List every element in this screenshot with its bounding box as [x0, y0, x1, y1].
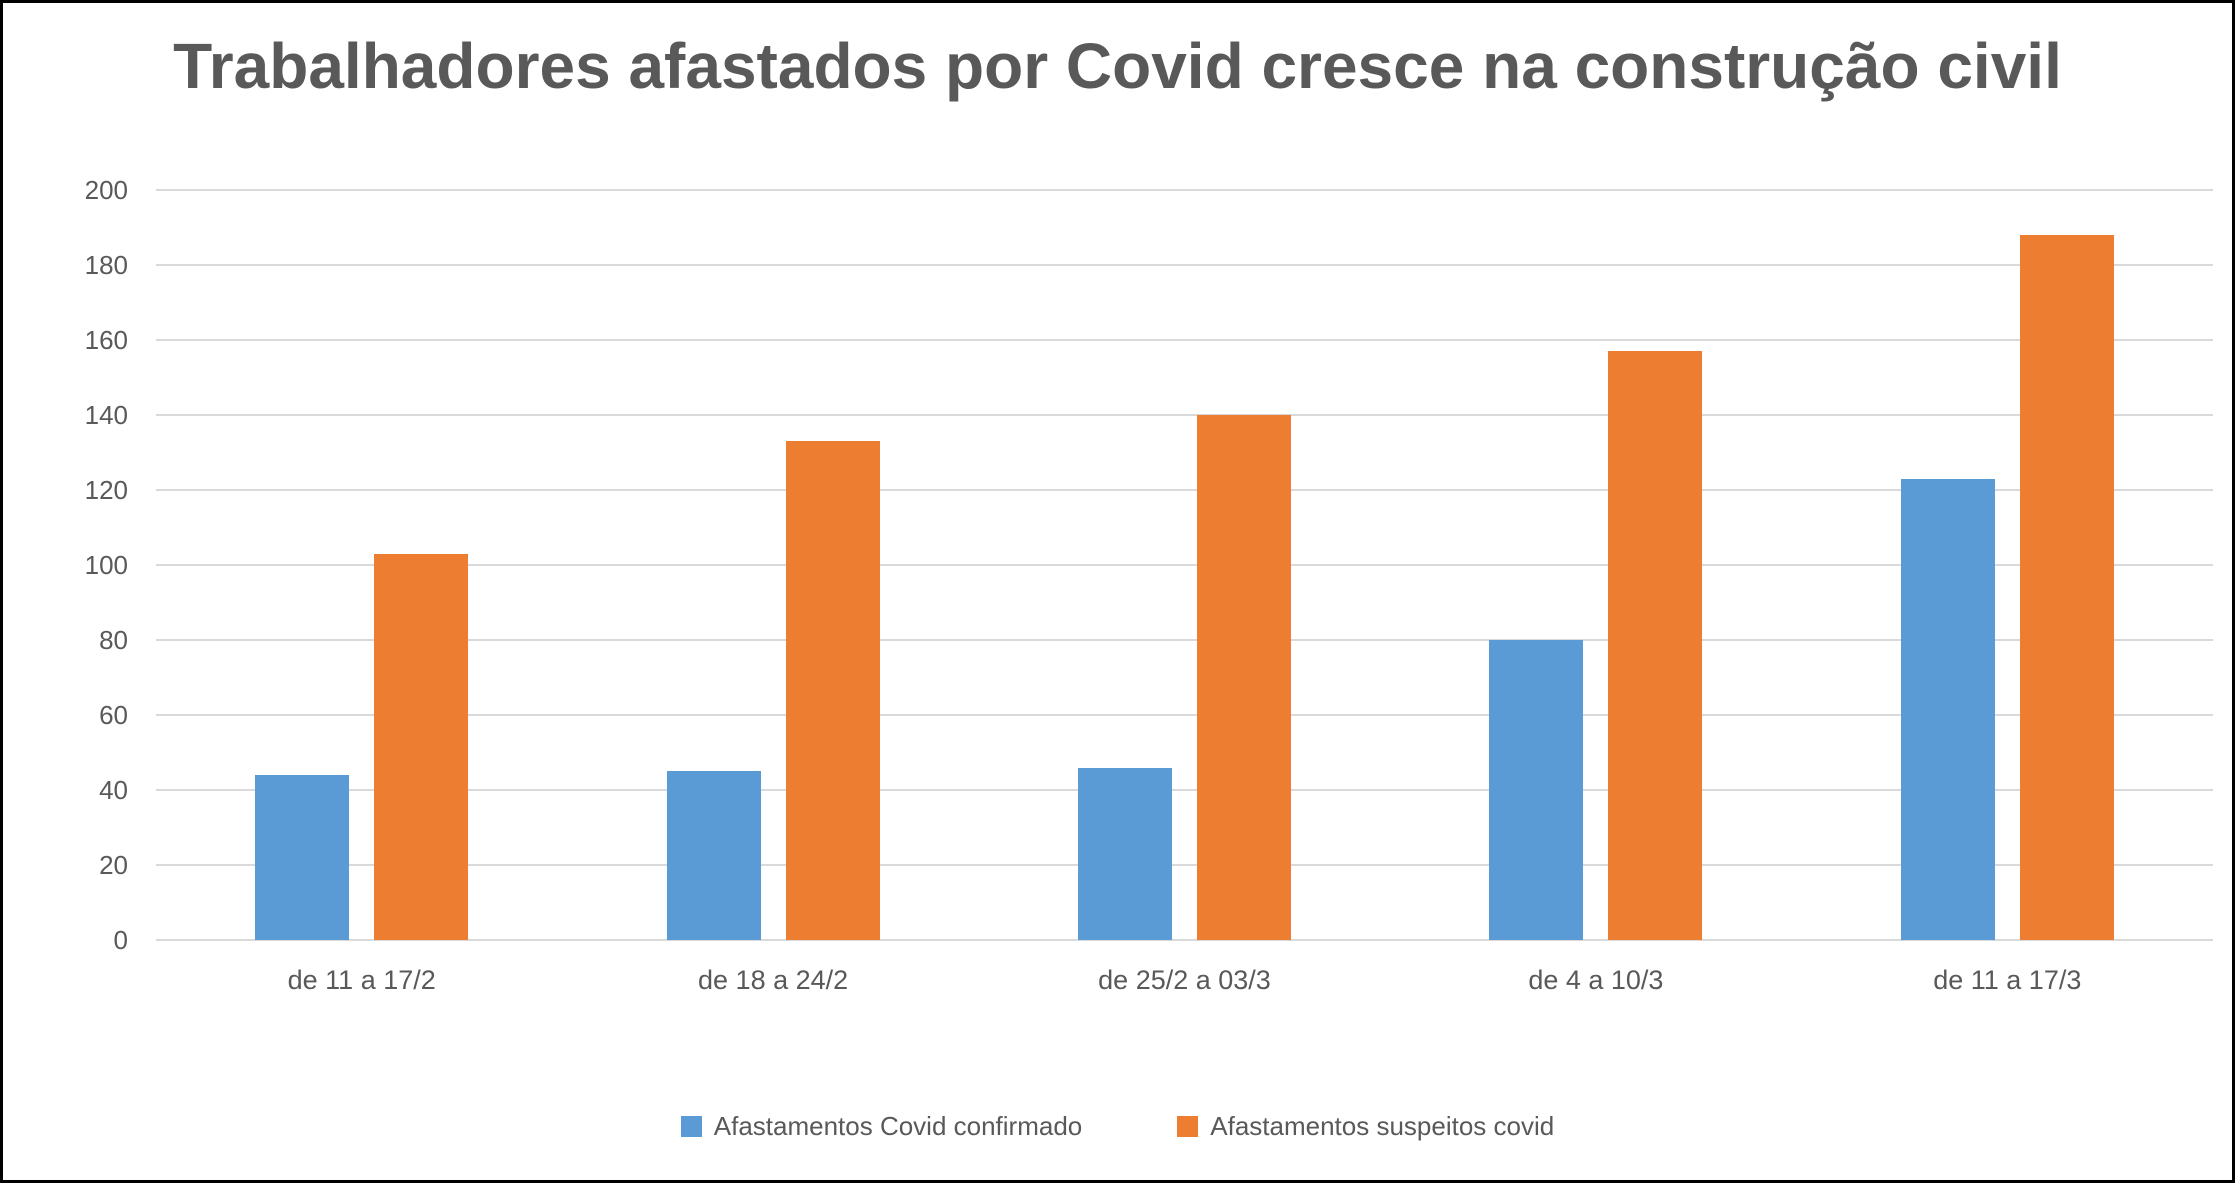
- x-axis-category-label: de 11 a 17/2: [287, 965, 436, 995]
- y-axis-tick-label: 20: [99, 850, 128, 880]
- y-axis-tick-label: 160: [84, 325, 128, 355]
- bar-series-0-cat-1: [666, 771, 761, 940]
- bar-series-1-cat-1: [785, 441, 880, 940]
- bar-series-1-cat-4: [2019, 235, 2114, 940]
- bar-series-0-cat-4: [1900, 478, 1995, 940]
- legend-swatch-suspected: [1177, 1116, 1199, 1137]
- legend: Afastamentos Covid confirmado Afastament…: [3, 1111, 2232, 1142]
- gridline: [156, 714, 2213, 716]
- y-axis-tick-label: 0: [113, 925, 128, 955]
- bar-series-0-cat-0: [255, 775, 350, 940]
- bar-series-1-cat-2: [1197, 415, 1291, 940]
- bar-series-1-cat-3: [1608, 351, 1703, 940]
- y-axis-tick-label: 140: [84, 400, 128, 430]
- y-axis-tick-label: 200: [84, 175, 128, 205]
- y-axis-tick-label: 40: [99, 775, 128, 805]
- x-axis-category-label: de 4 a 10/3: [1528, 965, 1664, 995]
- bar-series-0-cat-3: [1489, 640, 1584, 940]
- gridline: [156, 264, 2213, 266]
- bar-series-0-cat-2: [1078, 767, 1172, 940]
- x-axis-category-label: de 11 a 17/3: [1933, 965, 2082, 995]
- y-axis-tick-label: 100: [84, 550, 128, 580]
- gridline: [156, 414, 2213, 416]
- legend-label-confirmed: Afastamentos Covid confirmado: [713, 1111, 1083, 1141]
- y-axis-tick-label: 180: [84, 250, 128, 280]
- y-axis-tick-label: 80: [99, 625, 128, 655]
- gridline: [156, 339, 2213, 341]
- gridline: [156, 939, 2213, 941]
- gridline: [156, 489, 2213, 491]
- chart-title: Trabalhadores afastados por Covid cresce…: [173, 30, 2062, 102]
- bar-series-1-cat-0: [374, 553, 469, 940]
- gridline: [156, 564, 2213, 566]
- legend-item-confirmed: Afastamentos Covid confirmado: [680, 1111, 1083, 1142]
- gridline: [156, 639, 2213, 641]
- gridline: [156, 789, 2213, 791]
- y-axis-tick-label: 60: [99, 700, 128, 730]
- y-axis-tick-label: 120: [84, 475, 128, 505]
- legend-swatch-confirmed: [680, 1116, 702, 1137]
- legend-item-suspected: Afastamentos suspeitos covid: [1177, 1111, 1554, 1142]
- x-axis-category-label: de 25/2 a 03/3: [1098, 965, 1271, 995]
- gridline: [156, 864, 2213, 866]
- plot-area: 0 20 40 60 80 100 120 140 160 180 200 de 11 a 17/2 d…: [3, 3, 2232, 1180]
- x-axis-category-label: de 18 a 24/2: [698, 965, 849, 995]
- legend-label-suspected: Afastamentos suspeitos covid: [1210, 1111, 1555, 1141]
- gridline: [156, 189, 2213, 191]
